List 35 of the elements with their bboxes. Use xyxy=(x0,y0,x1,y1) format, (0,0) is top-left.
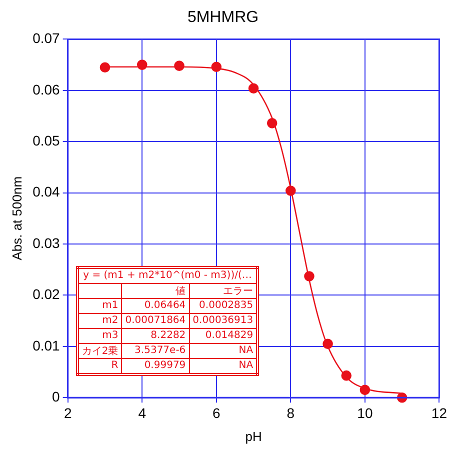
annotation: m3 xyxy=(77,328,122,344)
x-axis-title: pH xyxy=(245,428,262,444)
x-tick-label: 6 xyxy=(212,404,220,421)
y-tick-label: 0.06 xyxy=(32,81,60,98)
y-axis-title: Abs. at 500nm xyxy=(9,176,24,260)
annotation: 0.0002835 xyxy=(189,298,258,314)
x-tick-label: 4 xyxy=(138,404,146,421)
annotation: NA xyxy=(189,358,258,374)
annotation: m2 xyxy=(77,313,122,328)
y-tick-label: 0.05 xyxy=(32,132,60,148)
annotation: 値 xyxy=(122,283,190,298)
y-tick-label: 0.03 xyxy=(32,234,60,251)
annotation: y = (m1 + m2*10^(m0 - m3))/(… xyxy=(77,267,258,284)
annotation: m1 xyxy=(77,298,122,314)
annotation: 3.5377e-6 xyxy=(122,343,190,358)
annotation: NA xyxy=(189,343,258,358)
x-tick-label: 2 xyxy=(64,404,72,421)
x-tick-label: 8 xyxy=(286,404,295,421)
y-tick-label: 0.07 xyxy=(32,30,60,46)
y-tick-label: 0 xyxy=(52,388,60,404)
annotation: R xyxy=(77,358,122,374)
annotation: カイ2乗 xyxy=(77,343,122,358)
annotation: 8.2282 xyxy=(122,328,190,344)
annotation: 0.00036913 xyxy=(189,313,258,328)
x-tick-label: 12 xyxy=(431,404,448,421)
y-tick-label: 0.04 xyxy=(32,184,60,200)
chart-title: 5MHMRG xyxy=(187,9,259,26)
y-tick-label: 0.01 xyxy=(32,337,60,354)
annotation: 0.99979 xyxy=(122,358,190,374)
annotation: 0.00071864 xyxy=(122,313,190,328)
annotation: 0.014829 xyxy=(189,328,258,344)
x-tick-label: 10 xyxy=(357,404,373,421)
y-tick-label: 0.02 xyxy=(32,286,60,302)
annotation: エラー xyxy=(189,283,258,298)
annotation: 0.06464 xyxy=(122,298,190,314)
